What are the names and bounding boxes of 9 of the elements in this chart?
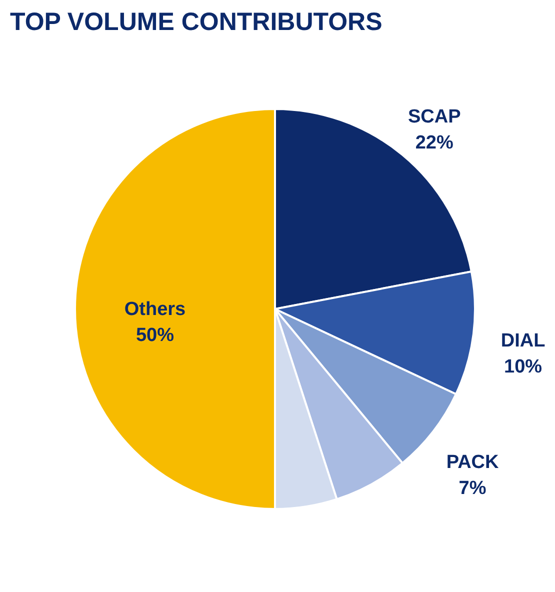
chart-title: TOP VOLUME CONTRIBUTORS [10, 8, 382, 36]
data-label: 22% [415, 132, 454, 154]
slice-label: Others [124, 299, 186, 320]
data-label: 10% [504, 356, 542, 378]
data-label: 50% [136, 325, 174, 346]
slice-label: SCAP [408, 106, 462, 128]
data-label: 7% [458, 478, 486, 500]
slice-label: DIAL [500, 330, 546, 352]
slice-label: PACK [446, 452, 500, 474]
